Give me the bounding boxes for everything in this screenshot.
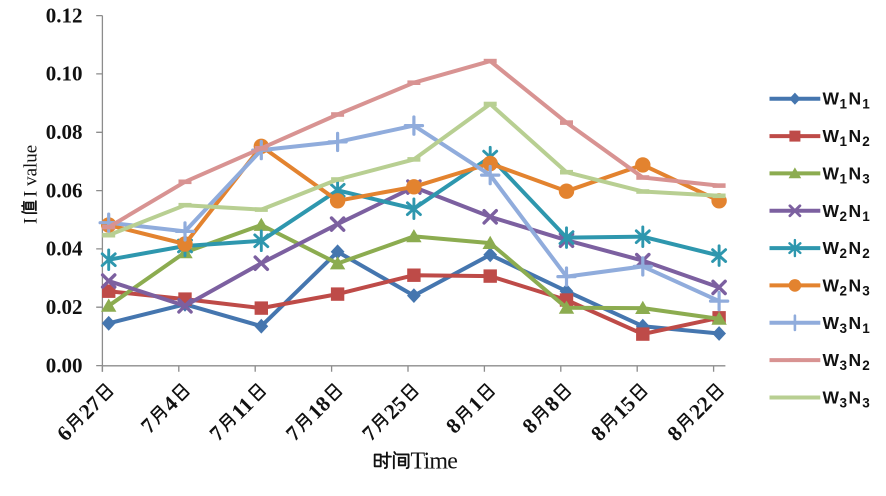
svg-text:0.06: 0.06 <box>46 178 83 202</box>
svg-text:I: I <box>21 218 42 224</box>
svg-text:W1N3: W1N3 <box>823 163 871 186</box>
svg-text:W3N2: W3N2 <box>823 350 870 373</box>
svg-text:0.08: 0.08 <box>46 120 83 144</box>
svg-text:W2N1: W2N1 <box>823 201 871 224</box>
svg-text:W3N3: W3N3 <box>823 388 871 411</box>
svg-text:W2N3: W2N3 <box>823 275 871 298</box>
svg-text:0.02: 0.02 <box>46 295 83 319</box>
svg-text:I value: I value <box>21 145 42 197</box>
svg-text:0.12: 0.12 <box>46 3 83 27</box>
svg-text:0.04: 0.04 <box>46 237 83 261</box>
svg-text:W1N2: W1N2 <box>823 126 870 149</box>
svg-text:W3N1: W3N1 <box>823 313 871 336</box>
svg-text:0.10: 0.10 <box>46 62 83 86</box>
svg-text:W2N2: W2N2 <box>823 238 870 261</box>
svg-text:W1N1: W1N1 <box>823 89 871 112</box>
svg-text:Time: Time <box>411 449 458 475</box>
svg-text:0.00: 0.00 <box>46 353 83 377</box>
